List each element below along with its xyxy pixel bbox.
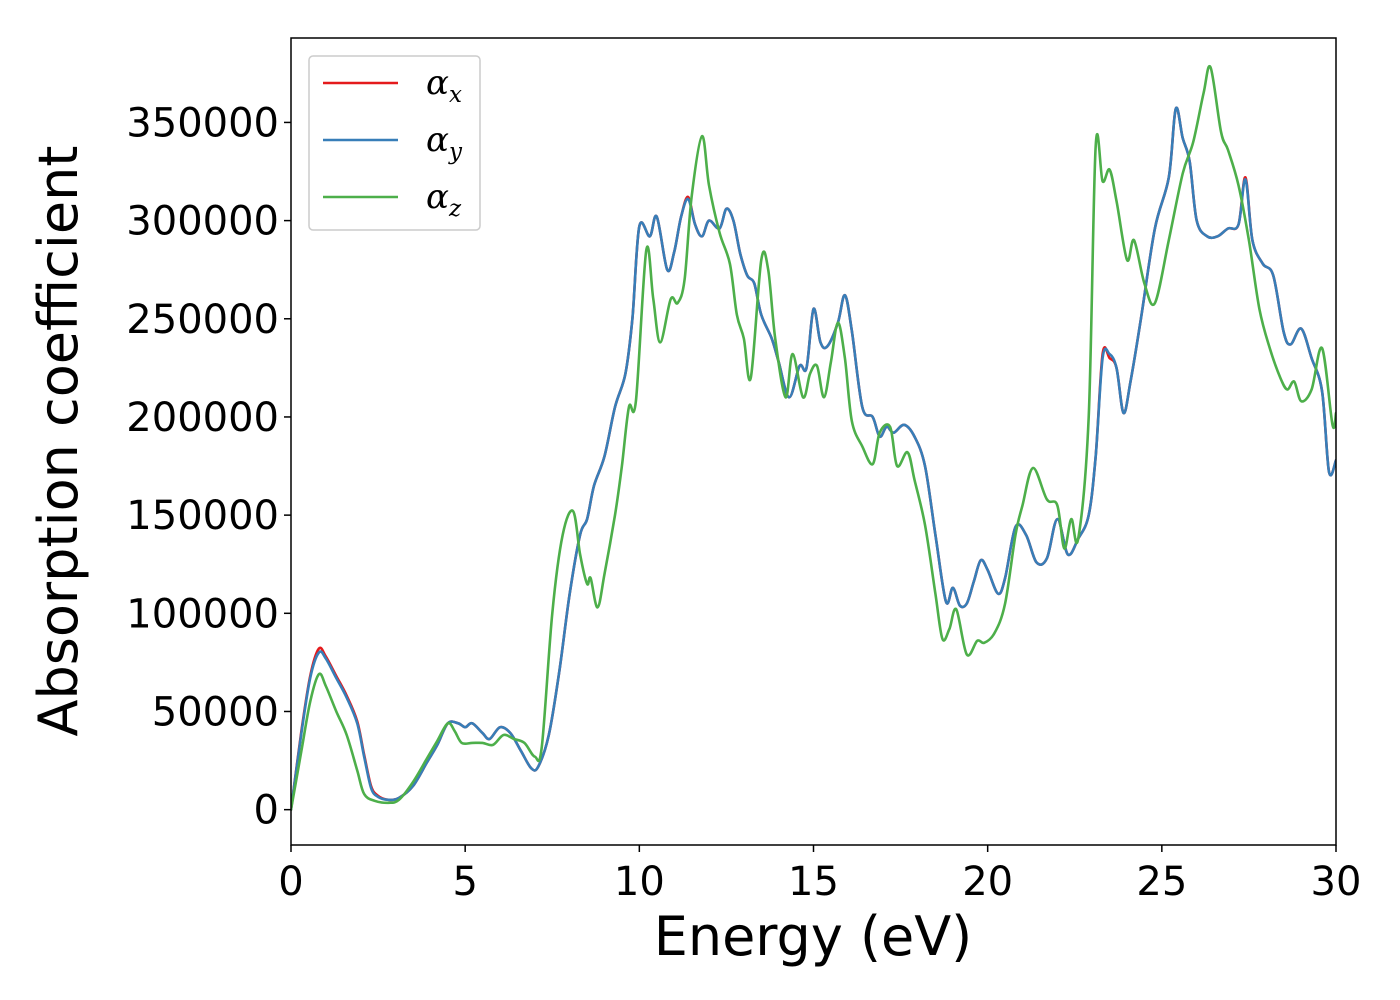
y-tick-label: 300000 — [126, 199, 279, 245]
x-tick-label: 20 — [962, 859, 1013, 905]
x-tick-label: 10 — [614, 859, 665, 905]
legend-label: αy — [426, 120, 463, 165]
x-tick-label: 15 — [788, 859, 839, 905]
series-line-alpha-y — [291, 106, 1336, 811]
y-tick-label: 250000 — [126, 297, 279, 343]
series-line-alpha-z — [291, 64, 1336, 811]
x-tick-label: 0 — [278, 859, 303, 905]
x-tick-label: 30 — [1311, 859, 1362, 905]
y-tick-label: 0 — [254, 788, 279, 834]
x-tick-label: 5 — [452, 859, 477, 905]
y-tick-label: 350000 — [126, 100, 279, 146]
series-layer — [291, 64, 1336, 811]
legend-label: αz — [426, 177, 462, 222]
x-tick-label: 25 — [1136, 859, 1187, 905]
legend-label: αx — [426, 63, 462, 108]
ticks-layer: 0 5 10 15 20 25 30 0 50000 100000 150000 200000 2500… — [126, 100, 1361, 905]
y-tick-label: 200000 — [126, 395, 279, 441]
legend: αx αy αz — [308, 55, 481, 231]
y-axis-label: Absorption coefficient — [27, 146, 90, 737]
legend-frame — [308, 55, 481, 231]
y-tick-label: 100000 — [126, 591, 279, 637]
y-tick-label: 50000 — [152, 689, 279, 735]
x-axis-label: Energy (eV) — [654, 905, 973, 968]
y-tick-label: 150000 — [126, 493, 279, 539]
